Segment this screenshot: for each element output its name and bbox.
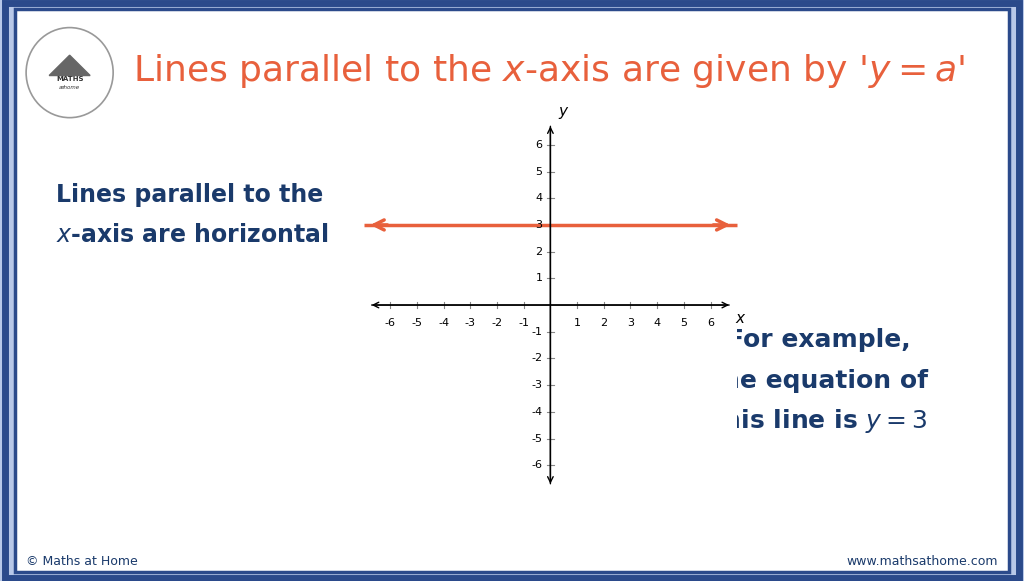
Text: -5: -5 (531, 433, 543, 443)
Text: © Maths at Home: © Maths at Home (26, 555, 137, 568)
Text: For example,: For example, (727, 328, 911, 352)
Text: -4: -4 (438, 318, 450, 328)
Text: Lines parallel to the: Lines parallel to the (56, 182, 324, 207)
Text: 3: 3 (627, 318, 634, 328)
Text: -2: -2 (531, 353, 543, 364)
Text: -3: -3 (465, 318, 476, 328)
Text: -1: -1 (518, 318, 529, 328)
Text: MATHS: MATHS (56, 76, 83, 82)
Text: 6: 6 (536, 140, 543, 150)
Text: 5: 5 (536, 167, 543, 177)
Text: 2: 2 (600, 318, 607, 328)
Text: 4: 4 (536, 193, 543, 203)
Polygon shape (49, 55, 90, 76)
Text: $x$: $x$ (734, 311, 746, 326)
Text: -2: -2 (492, 318, 503, 328)
Text: 3: 3 (536, 220, 543, 230)
Text: -4: -4 (531, 407, 543, 417)
Text: www.mathsathome.com: www.mathsathome.com (847, 555, 998, 568)
Text: the equation of: the equation of (711, 368, 928, 393)
Text: 6: 6 (708, 318, 714, 328)
Text: $x$-axis are horizontal: $x$-axis are horizontal (56, 223, 329, 248)
Text: Lines parallel to the $x$-axis are given by '$y = a$': Lines parallel to the $x$-axis are given… (133, 52, 965, 90)
Text: 1: 1 (536, 273, 543, 284)
Text: 1: 1 (573, 318, 581, 328)
Text: 2: 2 (536, 246, 543, 257)
Text: 5: 5 (680, 318, 687, 328)
Text: -6: -6 (385, 318, 395, 328)
Text: -3: -3 (531, 380, 543, 390)
Text: -5: -5 (412, 318, 423, 328)
Ellipse shape (27, 27, 114, 117)
Text: -1: -1 (531, 327, 543, 337)
Text: 4: 4 (653, 318, 660, 328)
Text: -6: -6 (531, 460, 543, 470)
Text: this line is $y = 3$: this line is $y = 3$ (712, 407, 927, 435)
Text: $y$: $y$ (558, 105, 570, 121)
Text: æhome: æhome (59, 85, 80, 91)
